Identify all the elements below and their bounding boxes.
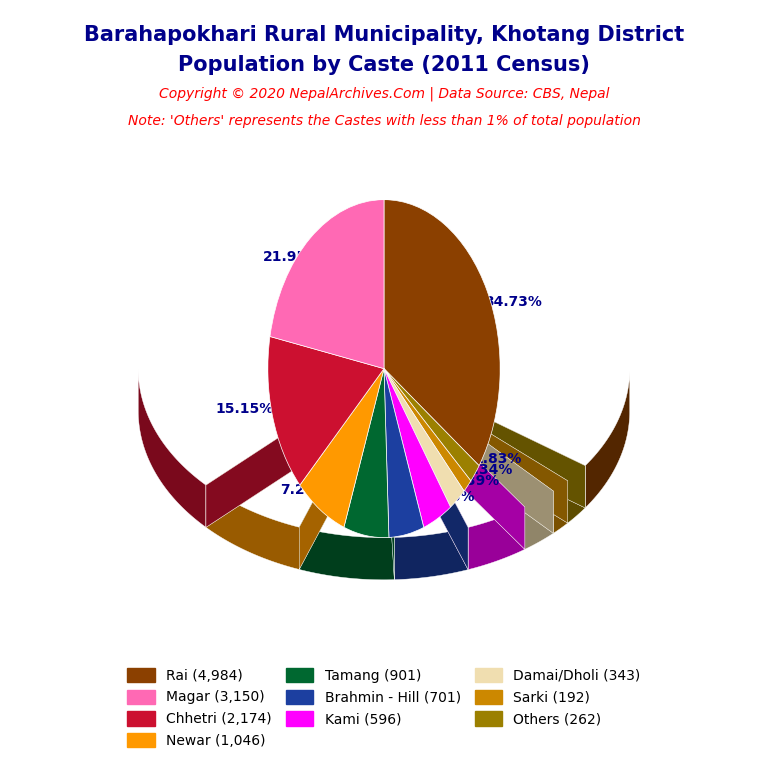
Polygon shape (300, 527, 395, 580)
Text: 2.39%: 2.39% (452, 474, 500, 488)
Polygon shape (568, 465, 585, 523)
Text: 4.89%: 4.89% (388, 504, 436, 518)
Wedge shape (300, 369, 384, 527)
Wedge shape (270, 200, 384, 369)
Polygon shape (585, 372, 630, 508)
Text: Barahapokhari Rural Municipality, Khotang District: Barahapokhari Rural Municipality, Khotan… (84, 25, 684, 45)
Polygon shape (300, 369, 384, 569)
Polygon shape (384, 369, 585, 508)
Polygon shape (384, 369, 395, 580)
Polygon shape (384, 369, 395, 580)
Text: Population by Caste (2011 Census): Population by Caste (2011 Census) (178, 55, 590, 75)
Wedge shape (384, 369, 424, 538)
Polygon shape (395, 528, 468, 580)
Polygon shape (384, 369, 554, 533)
Polygon shape (384, 369, 525, 549)
Polygon shape (138, 369, 206, 528)
Wedge shape (384, 369, 479, 481)
Text: 4.15%: 4.15% (427, 491, 475, 505)
Text: 34.73%: 34.73% (484, 295, 541, 309)
Polygon shape (300, 369, 384, 569)
Wedge shape (384, 369, 451, 528)
Polygon shape (384, 369, 568, 523)
Text: 7.29%: 7.29% (280, 483, 329, 497)
Wedge shape (344, 369, 389, 538)
Polygon shape (206, 369, 384, 528)
Polygon shape (468, 507, 525, 570)
Polygon shape (384, 369, 525, 549)
Polygon shape (384, 369, 568, 523)
Polygon shape (384, 369, 585, 508)
Polygon shape (384, 369, 554, 533)
Polygon shape (206, 485, 300, 569)
Wedge shape (268, 336, 384, 485)
Polygon shape (384, 369, 468, 570)
Wedge shape (384, 369, 471, 491)
Text: 21.95%: 21.95% (263, 250, 321, 263)
Text: Copyright © 2020 NepalArchives.Com | Data Source: CBS, Nepal: Copyright © 2020 NepalArchives.Com | Dat… (159, 87, 609, 101)
Text: 6.28%: 6.28% (337, 505, 386, 519)
Text: Note: 'Others' represents the Castes with less than 1% of total population: Note: 'Others' represents the Castes wit… (127, 114, 641, 127)
Text: 15.15%: 15.15% (216, 402, 273, 416)
Polygon shape (554, 481, 568, 533)
Polygon shape (206, 369, 384, 528)
Wedge shape (384, 369, 464, 507)
Legend: Rai (4,984), Magar (3,150), Chhetri (2,174), Newar (1,046), Tamang (901), Brahmi: Rai (4,984), Magar (3,150), Chhetri (2,1… (121, 662, 647, 753)
Text: 1.34%: 1.34% (464, 462, 512, 477)
Text: 1.83%: 1.83% (474, 452, 522, 465)
Wedge shape (384, 200, 500, 465)
Polygon shape (384, 369, 468, 570)
Polygon shape (525, 491, 554, 549)
